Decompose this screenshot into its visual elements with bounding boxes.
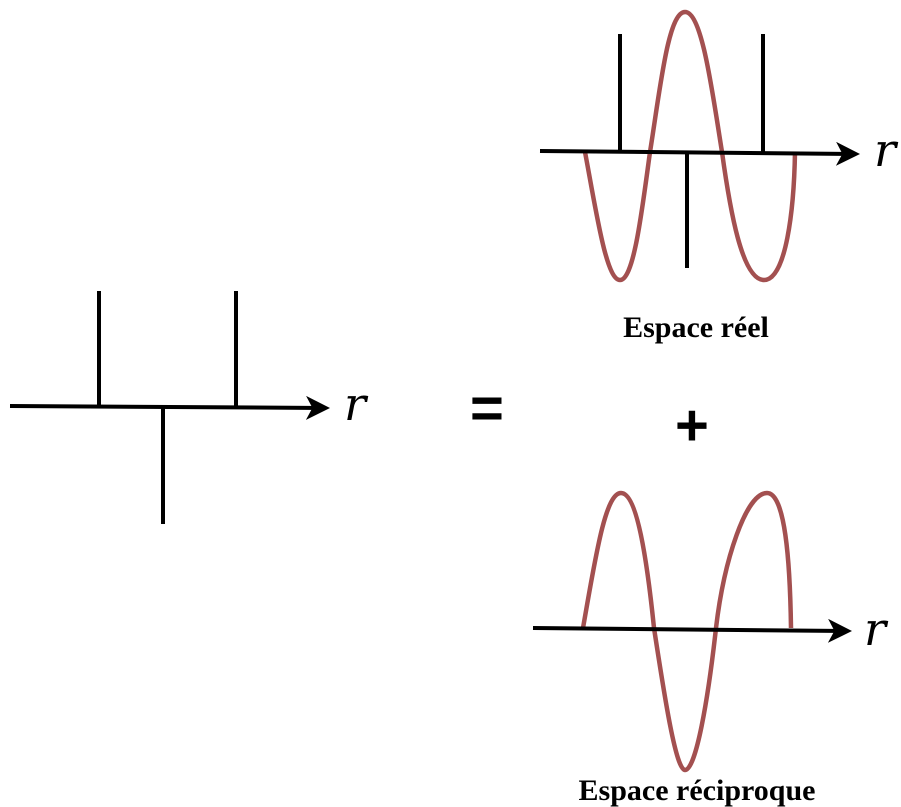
- reciprocal-space-panel: r Espace réciproque: [532, 490, 889, 807]
- real-space-axis-label: r: [874, 123, 899, 177]
- real-space-screening-wave: [582, 9, 798, 283]
- plus-sign: +: [675, 393, 709, 458]
- equals-sign: =: [470, 376, 504, 441]
- real-space-panel: r Espace réel: [539, 9, 899, 344]
- real-space-axis-arrow: [539, 141, 860, 166]
- reciprocal-space-caption: Espace réciproque: [579, 774, 816, 807]
- reciprocal-space-axis-label: r: [864, 602, 889, 656]
- left-axis-arrow: [9, 395, 330, 420]
- reciprocal-space-axis-arrow: [532, 618, 852, 643]
- real-space-caption: Espace réel: [623, 311, 769, 344]
- total-distribution-panel: r: [9, 291, 369, 524]
- left-axis-label: r: [344, 377, 369, 431]
- reciprocal-space-wave: [580, 490, 794, 773]
